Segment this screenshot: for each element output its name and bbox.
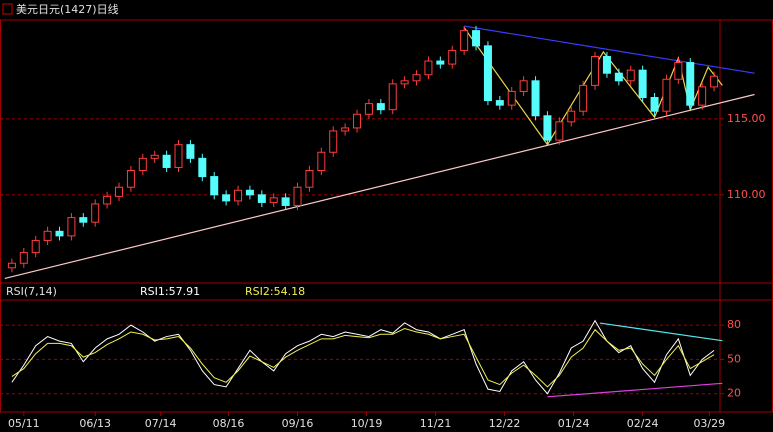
candle-body [674,62,683,80]
candle-body [698,86,707,106]
candle-body [79,217,88,223]
candle-body [55,230,64,237]
candle-body [245,189,254,196]
candle-body [555,121,564,141]
candle-body [710,75,719,88]
candle-body [460,30,469,51]
x-tick-label: 05/11 [8,417,40,430]
candle-body [472,30,481,47]
candle-body [341,127,350,132]
y-tick-label: 50 [727,352,741,365]
candle-body [364,103,373,115]
candle-body [222,194,231,202]
candle-body [602,55,611,74]
candle-body [662,78,671,112]
candle-body [126,170,135,188]
y-tick-label: 115.00 [727,112,766,125]
candle-body [31,239,40,254]
candle-body [186,144,195,159]
candle-body [103,195,112,205]
candle-body [519,80,528,92]
candle-body [150,154,159,159]
candle-body [400,80,409,85]
rsi-line [11,319,715,395]
candle-body [626,69,635,82]
x-tick-label: 03/29 [693,417,725,430]
x-tick-label: 07/14 [145,417,177,430]
candle-body [614,72,623,82]
candle-body [567,110,576,123]
candle-body [412,74,421,82]
x-tick-label: 11/21 [420,417,452,430]
candle-body [424,60,433,76]
rsi-title: RSI(7,14) [6,285,57,298]
x-tick-label: 02/24 [627,417,659,430]
candle-body [531,80,540,117]
trend-line [464,25,755,74]
candle-body [650,97,659,112]
x-tick-label: 09/16 [282,417,314,430]
candle-body [686,62,695,106]
candle-body [495,100,504,106]
candle-body [305,170,314,188]
candle-body [293,186,302,206]
candle-body [234,189,243,202]
title-icon [2,3,13,15]
candle-body [483,45,492,102]
candle-body [198,157,207,178]
candle-body [507,90,516,106]
candle-body [19,252,28,264]
trend-line [599,322,723,342]
candle-body [376,103,385,111]
y-tick-label: 110.00 [727,188,766,201]
candle-body [638,69,647,99]
x-tick-label: 10/19 [351,417,383,430]
legend-entry: RSI1:57.91 [140,285,200,298]
candle-body [67,217,76,237]
trend-line [4,93,755,280]
candle-body [591,55,600,86]
candle-body [579,84,588,112]
candle-body [448,49,457,65]
candle-body [269,197,278,203]
rsi-line [11,328,715,388]
candle-body [317,151,326,172]
candle-body [162,154,171,168]
candle-body [329,130,338,153]
candle-body [388,83,397,111]
candle-body [543,115,552,141]
candle-body [138,157,147,172]
candle-body [210,176,219,196]
candle-body [115,186,124,197]
y-tick-label: 20 [727,387,741,400]
frame [0,19,773,413]
candle-body [281,197,290,206]
x-tick-label: 12/22 [489,417,521,430]
candle-body [174,144,183,168]
candle-body [353,113,362,129]
x-tick-label: 08/16 [213,417,245,430]
candle-body [436,60,445,65]
candle-body [43,230,52,241]
candle-body [257,194,266,203]
x-tick-label: 01/24 [558,417,590,430]
chart-title: 美元日元(1427)日线 [16,2,119,16]
candle-body [91,203,100,223]
x-tick-label: 06/13 [79,417,111,430]
y-tick-label: 80 [727,318,741,331]
candle-body [7,262,16,269]
trend-line [547,382,723,398]
legend-entry: RSI2:54.18 [245,285,305,298]
